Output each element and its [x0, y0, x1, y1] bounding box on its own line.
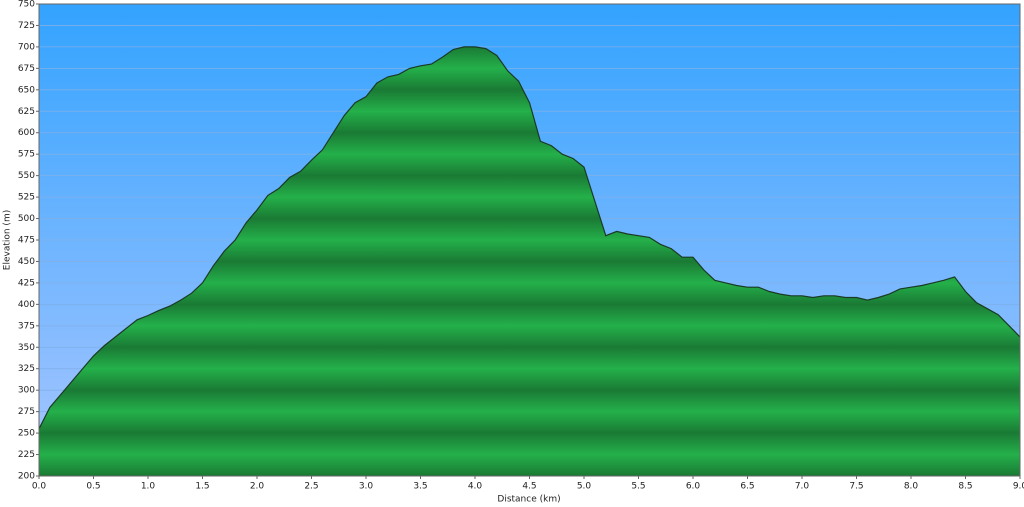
y-tick-label: 625 [18, 107, 35, 117]
x-tick-label: 0.5 [86, 482, 100, 492]
x-tick-label: 8.0 [904, 482, 919, 492]
x-tick-label: 2.5 [304, 482, 318, 492]
y-tick-label: 575 [18, 150, 35, 160]
y-tick-label: 400 [18, 300, 35, 310]
y-tick-label: 450 [18, 257, 35, 267]
x-tick-label: 1.5 [195, 482, 209, 492]
x-tick-label: 0.0 [32, 482, 47, 492]
y-tick-label: 275 [18, 407, 35, 417]
y-tick-label: 200 [18, 472, 35, 482]
y-tick-label: 250 [18, 429, 35, 439]
y-tick-label: 650 [18, 85, 35, 95]
y-tick-label: 300 [18, 386, 35, 396]
x-axis-label: Distance (km) [497, 495, 560, 505]
y-tick-label: 325 [18, 364, 35, 374]
y-tick-label: 375 [18, 321, 35, 331]
x-tick-label: 7.5 [849, 482, 863, 492]
x-tick-label: 5.0 [577, 482, 592, 492]
x-tick-label: 4.0 [468, 482, 483, 492]
y-tick-label: 750 [18, 0, 35, 10]
y-tick-label: 525 [18, 193, 35, 203]
y-tick-label: 725 [18, 21, 35, 31]
y-tick-label: 600 [18, 128, 35, 138]
y-tick-label: 425 [18, 278, 35, 288]
y-tick-label: 225 [18, 450, 35, 460]
x-tick-label: 6.0 [686, 482, 701, 492]
x-tick-label: 2.0 [250, 482, 265, 492]
x-tick-label: 3.5 [413, 482, 427, 492]
x-tick-label: 5.5 [631, 482, 645, 492]
x-tick-label: 3.0 [359, 482, 374, 492]
y-tick-label: 475 [18, 236, 35, 246]
y-axis-label: Elevation (m) [3, 210, 13, 270]
y-tick-label: 550 [18, 171, 35, 181]
x-tick-label: 6.5 [740, 482, 754, 492]
x-tick-label: 7.0 [795, 482, 810, 492]
elevation-area [39, 46, 1020, 477]
y-tick-label: 350 [18, 343, 35, 353]
y-tick-label: 500 [18, 214, 35, 224]
y-tick-label: 700 [18, 42, 35, 52]
x-tick-label: 4.5 [522, 482, 536, 492]
y-tick-label: 675 [18, 64, 35, 74]
x-tick-label: 1.0 [141, 482, 156, 492]
elevation-line [38, 46, 1021, 430]
x-tick-label: 8.5 [958, 482, 972, 492]
x-tick-label: 9.0 [1013, 482, 1024, 492]
